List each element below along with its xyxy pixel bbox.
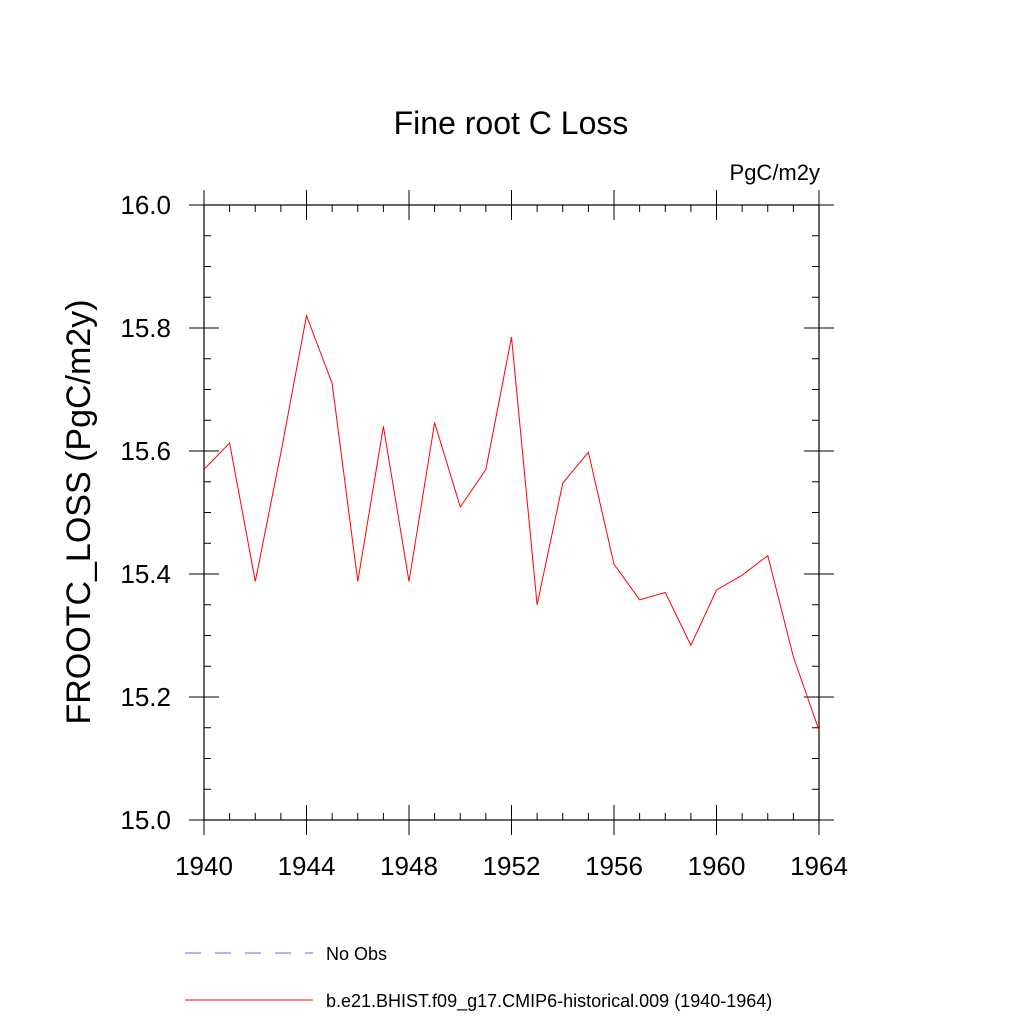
y-tick-label: 15.0 [120, 805, 171, 835]
x-tick-label: 1944 [278, 851, 336, 881]
chart-title: Fine root C Loss [394, 105, 629, 141]
series-group [203, 313, 820, 731]
x-tick-label: 1960 [688, 851, 746, 881]
y-axis-label: FROOTC_LOSS (PgC/m2y) [60, 299, 98, 724]
y-tick-label: 16.0 [120, 190, 171, 220]
y-tick-labels: 15.0 15.2 15.4 15.6 15.8 16.0 [120, 190, 171, 835]
x-tick-label: 1952 [483, 851, 541, 881]
series-line [203, 313, 820, 731]
x-tick-label: 1964 [790, 851, 848, 881]
y-tick-label: 15.8 [120, 313, 171, 343]
units-label: PgC/m2y [730, 160, 820, 185]
y-tick-label: 15.4 [120, 559, 171, 589]
y-tick-label: 15.6 [120, 436, 171, 466]
y-tick-label: 15.2 [120, 682, 171, 712]
legend-label-no-obs: No Obs [326, 944, 387, 964]
x-tick-label: 1948 [380, 851, 438, 881]
plot-frame [203, 204, 820, 821]
x-tick-label: 1956 [585, 851, 643, 881]
legend: No Obs b.e21.BHIST.f09_g17.CMIP6-histori… [185, 944, 772, 1012]
x-tick-labels: 1940 1944 1948 1952 1956 1960 1964 [175, 851, 848, 881]
axis-ticks [189, 190, 834, 835]
legend-label-model: b.e21.BHIST.f09_g17.CMIP6-historical.009… [326, 991, 772, 1012]
x-tick-label: 1940 [175, 851, 233, 881]
